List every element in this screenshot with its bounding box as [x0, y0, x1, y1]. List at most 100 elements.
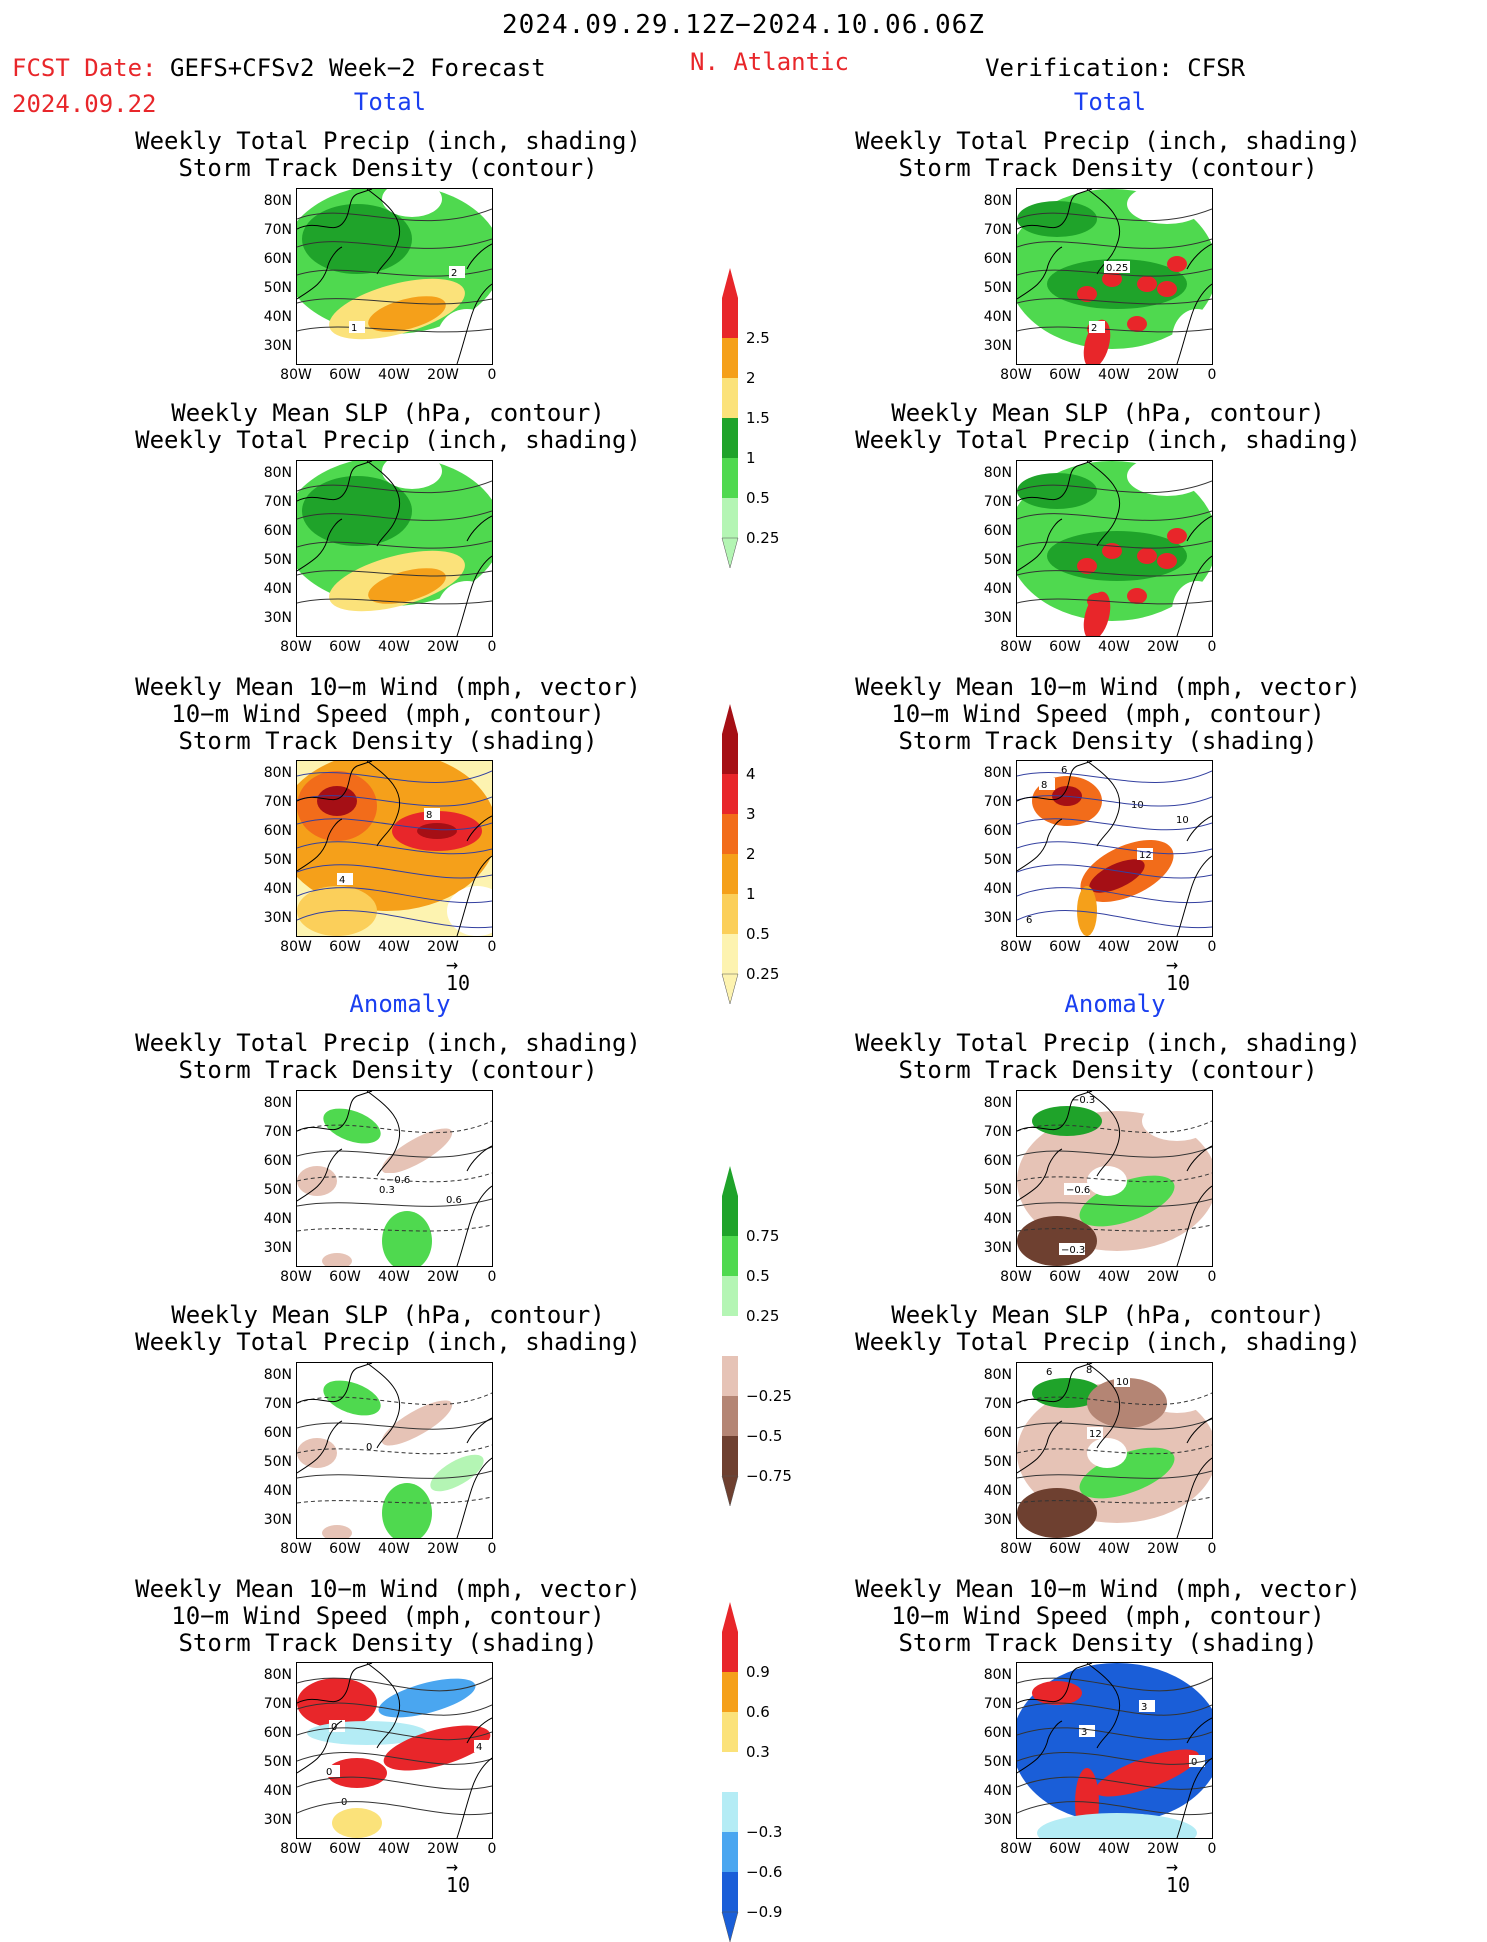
colorbar-swatch — [722, 1196, 738, 1236]
coastline — [297, 246, 343, 300]
map-svg: 330 — [1017, 1663, 1212, 1838]
shading-area — [1017, 201, 1097, 237]
lon-tick-label: 0 — [487, 1541, 497, 1557]
lon-tick-label: 40W — [378, 639, 410, 655]
shading-area — [1102, 543, 1122, 559]
coastline — [456, 283, 492, 364]
colorbar-label: 0.25 — [746, 1307, 780, 1325]
colorbar-swatch — [722, 934, 738, 974]
shading-area — [1077, 286, 1097, 302]
lat-tick-label: 40N — [263, 1483, 292, 1499]
shading-area — [1032, 1681, 1082, 1705]
forecast-title: GEFS+CFSv2 Week−2 Forecast — [170, 54, 546, 82]
colorbar-swatch — [722, 1632, 738, 1672]
lon-tick-label: 0 — [1207, 939, 1217, 955]
shading-area — [1172, 581, 1212, 636]
contour-line — [1017, 1752, 1212, 1765]
contour-label-box — [1089, 321, 1105, 333]
contour-label-box — [349, 321, 365, 333]
contour-line — [297, 1702, 492, 1716]
contour-line — [1017, 1727, 1212, 1741]
colorbar-label: 2 — [746, 369, 756, 387]
colorbar-swatch — [722, 774, 738, 814]
contour-line — [297, 864, 492, 879]
map-svg — [1017, 461, 1212, 636]
coastline — [1086, 1363, 1121, 1449]
colorbar-bottom-arrow — [721, 537, 739, 568]
colorbar-swatch — [722, 1792, 738, 1832]
coastline — [1017, 1091, 1093, 1132]
coastline — [297, 1148, 343, 1202]
coastline — [1086, 1663, 1121, 1749]
colorbar-bottom-arrow — [721, 1911, 739, 1942]
lon-tick-label: 60W — [1049, 639, 1081, 655]
lat-tick-label: 80N — [983, 465, 1012, 481]
shading-area — [382, 1211, 432, 1266]
shading-area — [1077, 558, 1097, 574]
colorbar-label: 0.5 — [746, 1267, 770, 1285]
colorbar-top-arrow — [722, 268, 738, 298]
contour-label-box — [1059, 763, 1075, 775]
contour-line — [1017, 1702, 1212, 1716]
coastline — [466, 1417, 492, 1444]
coastline — [1186, 1145, 1212, 1172]
contour-line — [1017, 570, 1212, 577]
coastline — [1017, 1663, 1093, 1704]
coastline — [1086, 189, 1121, 275]
lon-tick-label: 60W — [1049, 939, 1081, 955]
shading-area — [297, 1166, 337, 1196]
shading-area — [302, 204, 412, 274]
lat-tick-label: 40N — [263, 309, 292, 325]
contour-label: 12 — [1139, 850, 1152, 861]
lat-tick-label: 60N — [263, 523, 292, 539]
lon-tick-label: 0 — [1207, 639, 1217, 655]
contour-label: 8 — [1041, 780, 1047, 791]
section-total-verification: Total — [1073, 88, 1147, 116]
contour-line — [297, 1677, 492, 1692]
title-verif-anom-slp: Weekly Mean SLP (hPa, contour) Weekly To… — [855, 1301, 1361, 1356]
contour-label-box — [324, 1765, 340, 1777]
contour-line — [297, 910, 492, 929]
title-verif-anom-wind: Weekly Mean 10−m Wind (mph, vector) 10−m… — [855, 1575, 1361, 1657]
shading-area — [1095, 1749, 1199, 1797]
coastline — [297, 1091, 373, 1132]
coastline — [1017, 461, 1093, 502]
lat-tick-label: 80N — [983, 1367, 1012, 1383]
map-svg: −0.60.30.6 — [297, 1091, 492, 1266]
lon-tick-label: 60W — [329, 367, 361, 383]
map-svg: −0.3 −0.6 −0.3 — [1017, 1091, 1212, 1266]
contour-label-box — [1104, 261, 1130, 273]
coastline — [297, 818, 343, 872]
contour-line — [297, 1172, 492, 1183]
shading-area — [1167, 528, 1187, 544]
title-fcst-anom-precip: Weekly Total Precip (inch, shading) Stor… — [135, 1029, 641, 1084]
shading-area — [297, 1438, 337, 1468]
contour-line — [297, 1444, 492, 1455]
map-svg: 0 — [297, 1363, 492, 1538]
contour-line — [297, 540, 492, 549]
lat-tick-label: 70N — [263, 222, 292, 238]
shading-area — [1079, 1447, 1175, 1499]
colorbar-swatch — [722, 1436, 738, 1476]
lat-tick-label: 50N — [263, 280, 292, 296]
contour-label-box — [1084, 1363, 1100, 1375]
lat-tick-label: 30N — [983, 338, 1012, 354]
contour-line — [297, 1752, 492, 1765]
map-panel-verification-anom-precip: −0.3 −0.6 −0.3 — [1016, 1090, 1213, 1267]
contour-line — [297, 1727, 492, 1741]
title-verif-total-wind: Weekly Mean 10−m Wind (mph, vector) 10−m… — [855, 673, 1361, 755]
colorbar-swatch — [722, 498, 738, 538]
lat-tick-label: 80N — [263, 193, 292, 209]
lon-tick-label: 20W — [427, 1269, 459, 1285]
coastline — [1176, 1457, 1212, 1538]
lat-tick-label: 80N — [263, 1667, 292, 1683]
contour-line — [1017, 910, 1212, 929]
lat-tick-label: 70N — [263, 794, 292, 810]
coastline — [366, 1363, 401, 1449]
shading-area — [1157, 281, 1177, 297]
lat-tick-label: 30N — [263, 1240, 292, 1256]
shading-area — [1102, 271, 1122, 287]
colorbar-swatch — [722, 1872, 738, 1912]
contour-label: 10 — [1176, 815, 1189, 826]
contour-label-box — [1174, 813, 1190, 825]
